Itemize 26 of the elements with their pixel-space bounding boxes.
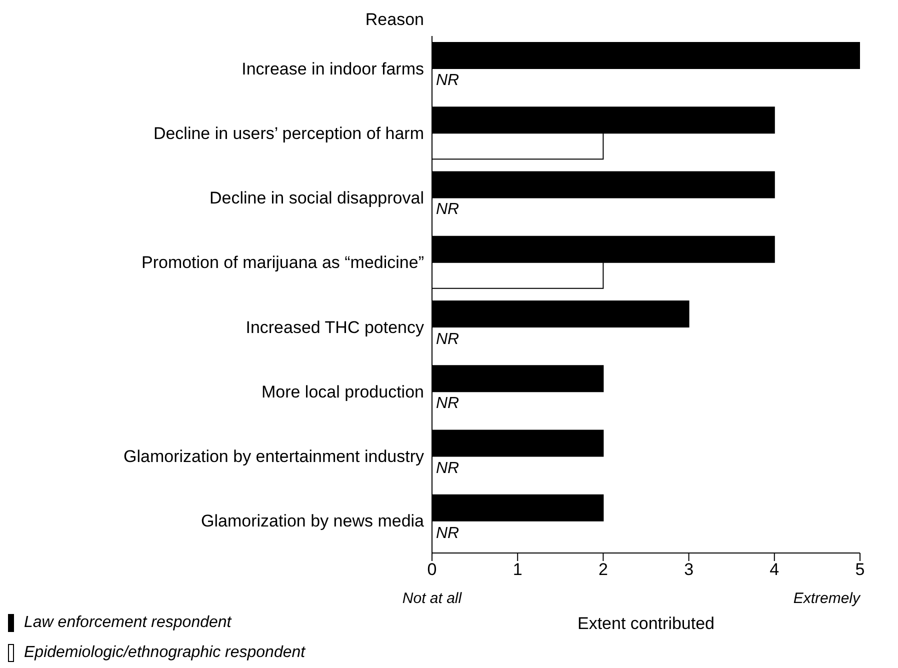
text: NR	[436, 524, 460, 542]
x-tick-label: 0	[427, 560, 437, 580]
x-tick-label: 2	[598, 560, 608, 580]
y-tick-label: More local production	[261, 382, 424, 402]
y-tick-label: Increased THC potency	[246, 318, 424, 337]
legend-label: Law enforcement respondent	[24, 614, 232, 632]
x-axis-title: Extent contributed	[576, 614, 716, 634]
y-tick-label: Glamorization by news media	[201, 512, 425, 531]
text: Extremely	[793, 590, 860, 607]
x-tick-label: 5	[855, 560, 865, 580]
text: NR	[436, 330, 460, 348]
text: NR	[436, 395, 460, 412]
text: NR	[436, 460, 460, 477]
x-tick-label: 3	[684, 560, 694, 580]
y-tick-label: Increase in indoor farms	[242, 59, 424, 78]
y-tick-label: Glamorization by entertainment industry	[124, 447, 424, 466]
text: Not at all	[402, 590, 462, 607]
y-tick-label: Decline in users’ perception of harm	[153, 124, 424, 143]
y-axis-title: Reason	[365, 10, 424, 30]
legend-label: Epidemiologic/ethnographic respondent	[24, 644, 306, 662]
y-tick-label: Promotion of marijuana as “medicine”	[141, 253, 424, 272]
text: NR	[436, 201, 460, 218]
x-tick-label: 4	[770, 560, 780, 580]
y-tick-label: Decline in social disapproval	[209, 188, 424, 208]
text: NR	[436, 72, 460, 90]
x-tick-label: 1	[512, 560, 522, 580]
